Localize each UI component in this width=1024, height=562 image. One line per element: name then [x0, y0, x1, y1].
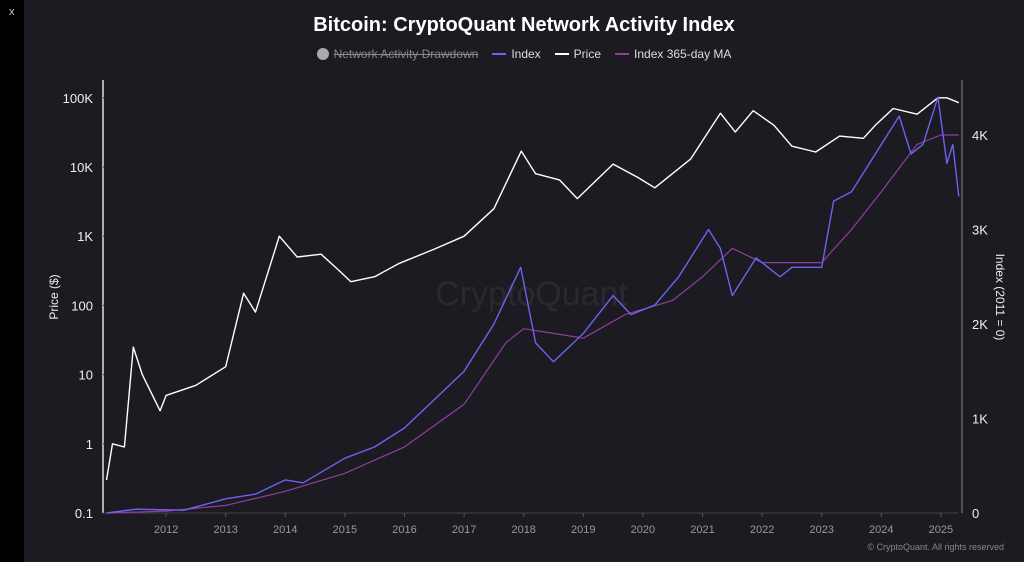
- legend-item-index[interactable]: Index: [492, 47, 541, 61]
- y-left-tick-label: 1K: [77, 229, 93, 244]
- legend-item-drawdown[interactable]: Network Activity Drawdown: [316, 47, 479, 61]
- x-tick-label: 2013: [213, 524, 237, 536]
- legend-label: Price: [573, 47, 602, 61]
- x-tick-label: 2015: [333, 524, 357, 536]
- legend-item-ma[interactable]: Index 365-day MA: [615, 47, 731, 61]
- y-right-tick-label: 1K: [972, 412, 988, 427]
- x-tick-label: 2014: [273, 524, 297, 536]
- series-line-index-365-day-ma: [106, 134, 959, 514]
- y-left-tick-label: 100: [71, 298, 93, 313]
- y-right-tick-label: 0: [972, 506, 979, 521]
- series-line-price: [105, 97, 960, 481]
- x-tick-label: 2024: [869, 524, 893, 536]
- x-tick-label: 2019: [571, 524, 595, 536]
- y-left-tick-label: 10K: [70, 160, 93, 175]
- y-left-tick-label: 0.1: [75, 506, 93, 521]
- x-tick-label: 2025: [929, 524, 953, 536]
- y-left-tick-label: 100K: [63, 91, 94, 106]
- y-right-tick-label: 3K: [972, 223, 988, 238]
- x-tick-label: 2018: [511, 524, 535, 536]
- y-left-tick-label: 1: [86, 437, 93, 452]
- legend-dot-icon: [316, 48, 329, 60]
- y-right-tick-label: 2K: [972, 317, 988, 332]
- y-right-axis-title: Index (2011 = 0): [993, 254, 1007, 341]
- y-left-tick-label: 10: [79, 368, 93, 383]
- x-tick-label: 2023: [809, 524, 833, 536]
- legend-label: Index 365-day MA: [634, 47, 732, 61]
- left-strip: [0, 0, 24, 562]
- x-tick-label: 2016: [392, 524, 416, 536]
- x-tick-label: 2017: [452, 524, 476, 536]
- x-tick-label: 2021: [690, 524, 714, 536]
- x-tick-label: 2012: [154, 524, 178, 536]
- legend: Network Activity Drawdown Index Price In…: [24, 47, 1024, 61]
- legend-item-price[interactable]: Price: [554, 47, 602, 61]
- x-tick-label: 2020: [631, 524, 655, 536]
- legend-swatch: [615, 53, 630, 55]
- y-right-tick-label: 4K: [972, 128, 988, 143]
- close-button[interactable]: x: [9, 6, 15, 18]
- x-tick-label: 2022: [750, 524, 774, 536]
- series-line-index: [106, 96, 960, 514]
- copyright: © CryptoQuant. All rights reserved: [867, 542, 1004, 552]
- watermark: CryptoQuant: [435, 275, 628, 313]
- chart-title: Bitcoin: CryptoQuant Network Activity In…: [313, 14, 735, 36]
- legend-label: Network Activity Drawdown: [333, 47, 479, 61]
- legend-swatch: [554, 53, 569, 55]
- y-left-axis-title: Price ($): [47, 274, 61, 319]
- legend-label: Index: [511, 47, 541, 61]
- legend-swatch: [492, 53, 507, 55]
